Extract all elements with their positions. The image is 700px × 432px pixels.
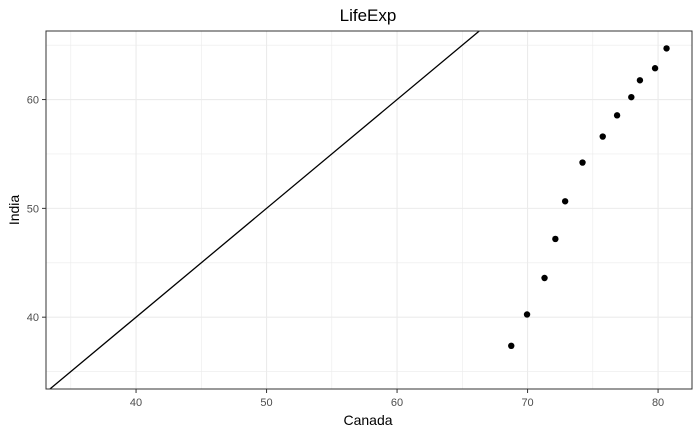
data-point <box>613 112 621 119</box>
grid-major <box>46 31 692 389</box>
x-tick-label: 60 <box>391 397 403 409</box>
data-point <box>508 342 515 350</box>
data-point <box>636 77 644 84</box>
data-point <box>552 235 559 243</box>
data-point <box>663 45 670 52</box>
y-tick-label: 60 <box>27 95 39 107</box>
points-layer <box>508 45 670 350</box>
y-axis-label: India <box>6 195 22 226</box>
plot-clip-group <box>48 31 481 389</box>
y-tick-label: 40 <box>27 312 39 324</box>
x-axis: 40 50 60 70 80 <box>130 389 664 409</box>
reference-line <box>48 31 481 389</box>
x-tick-label: 80 <box>652 397 664 409</box>
data-point <box>523 311 531 318</box>
reference-line-layer <box>48 31 481 389</box>
data-point <box>579 159 586 166</box>
x-tick-label: 40 <box>130 397 142 409</box>
data-point <box>599 133 606 140</box>
data-point <box>541 274 548 282</box>
data-point <box>628 93 635 101</box>
x-tick-label: 50 <box>260 397 272 409</box>
data-point <box>561 198 569 205</box>
panel-border <box>45 30 693 390</box>
y-axis: 40 50 60 <box>27 95 46 324</box>
x-axis-label: Canada <box>343 412 392 428</box>
x-tick-label: 70 <box>521 397 533 409</box>
y-tick-label: 50 <box>27 203 39 215</box>
chart-title: LifeExp <box>340 6 397 25</box>
grid-minor <box>46 31 692 389</box>
data-point <box>651 65 659 72</box>
